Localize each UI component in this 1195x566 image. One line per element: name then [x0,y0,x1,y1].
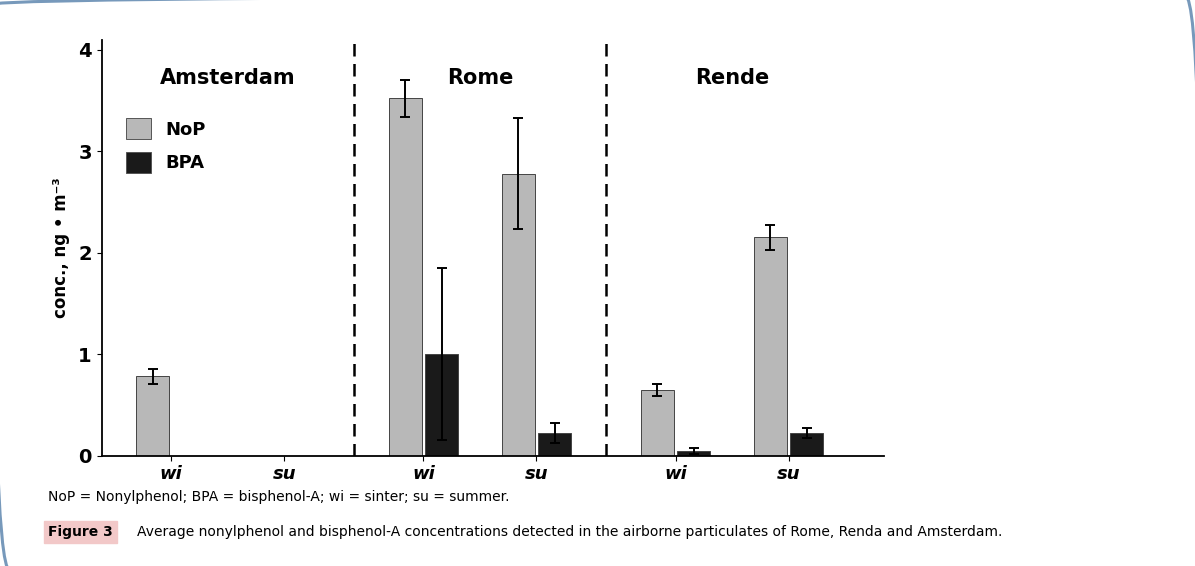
Bar [790,434,823,456]
Text: Average nonylphenol and bisphenol-A concentrations detected in the airborne part: Average nonylphenol and bisphenol-A conc… [137,525,1003,539]
Text: Figure 3: Figure 3 [48,525,112,539]
Text: Rende: Rende [695,68,770,88]
Bar [388,98,422,456]
Bar [136,376,170,456]
Bar [641,389,674,456]
Y-axis label: conc., ng • m⁻³: conc., ng • m⁻³ [51,177,69,318]
Bar [754,238,786,456]
Bar [425,354,458,456]
Bar [502,174,534,456]
Legend: NoP, BPA: NoP, BPA [118,111,213,180]
Text: NoP = Nonylphenol; BPA = bisphenol-A; wi = sinter; su = summer.: NoP = Nonylphenol; BPA = bisphenol-A; wi… [48,490,509,504]
Text: Rome: Rome [447,68,513,88]
Bar [538,434,571,456]
Text: Amsterdam: Amsterdam [160,68,295,88]
Bar [678,451,710,456]
